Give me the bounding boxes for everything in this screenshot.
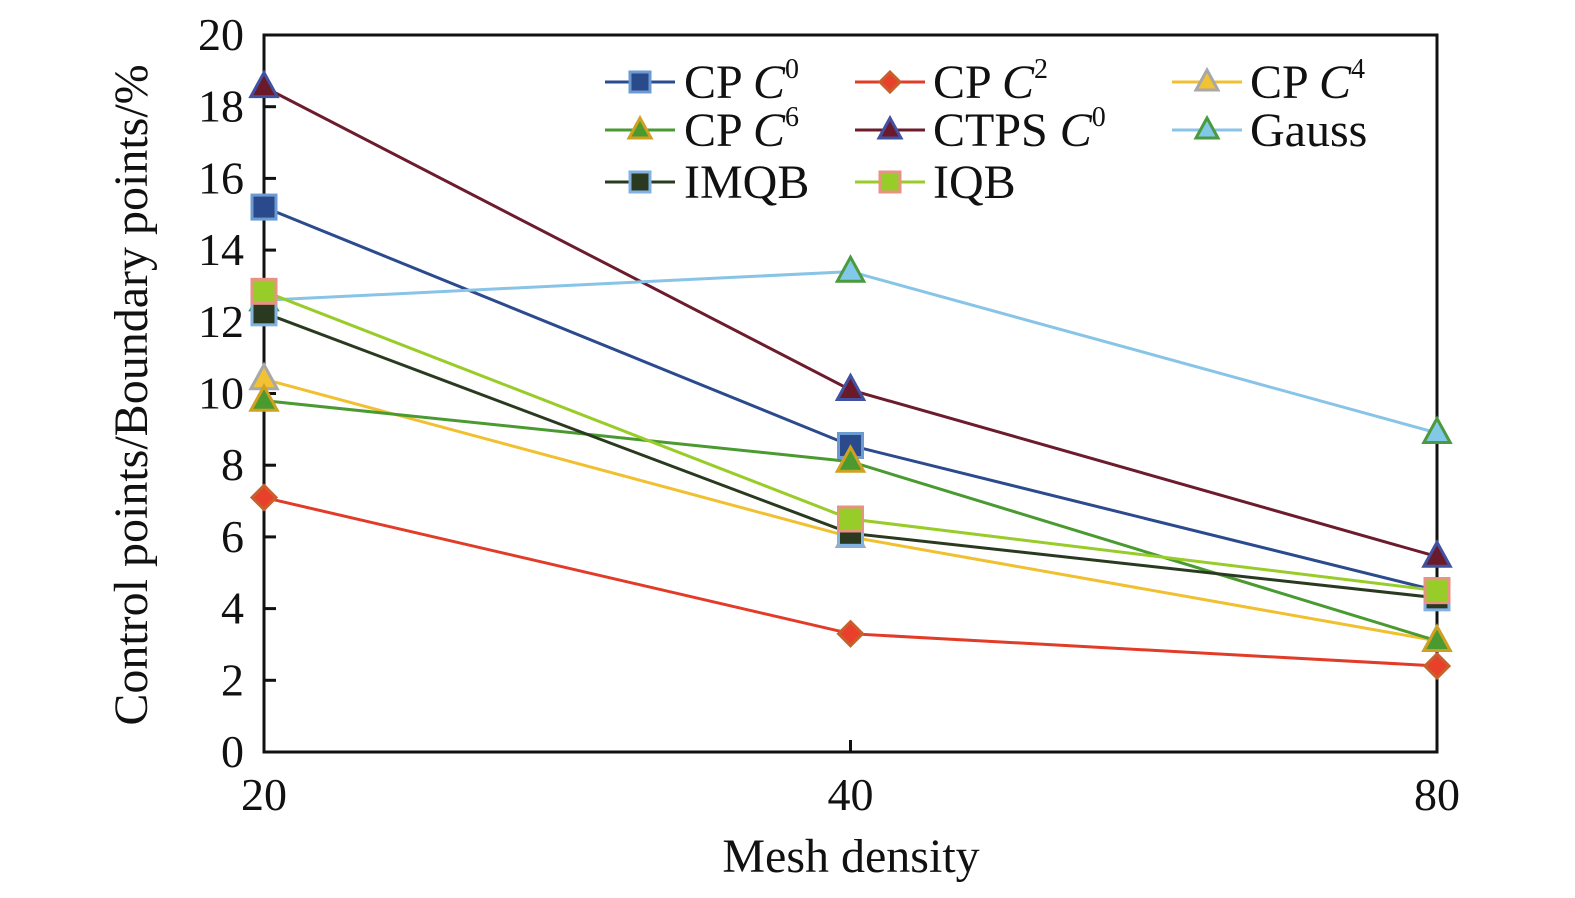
- data-point-square: [250, 277, 278, 305]
- y-tick-label: 20: [198, 9, 244, 60]
- data-point-triangle: [834, 254, 867, 283]
- legend-item: CP C4: [1172, 54, 1365, 109]
- data-point-square: [878, 170, 902, 194]
- legend-label: CTPS C0: [933, 102, 1106, 157]
- y-tick-label: 2: [221, 654, 244, 705]
- legend-item: CP C6: [605, 102, 799, 157]
- data-point-square: [837, 505, 864, 533]
- legend-item: CP C2: [855, 54, 1048, 109]
- data-point-square: [1423, 577, 1451, 605]
- markers-ctps-c0: [248, 69, 1453, 568]
- data-point-diamond: [1422, 651, 1452, 681]
- x-tick-label: 40: [828, 769, 874, 820]
- axes: 0 2 4 6 8 10 12 14 16 18 20 20 40 80: [198, 9, 1460, 820]
- data-point-square: [250, 193, 278, 221]
- legend-item: CTPS C0: [855, 102, 1106, 157]
- data-point-triangle: [834, 372, 867, 402]
- legend-item: Gauss: [1172, 104, 1367, 157]
- data-point-triangle: [1421, 623, 1453, 652]
- data-point-diamond: [877, 69, 903, 95]
- y-tick-label: 6: [221, 511, 244, 562]
- series-group: [248, 69, 1453, 681]
- data-point-triangle: [1421, 415, 1453, 445]
- data-point-square: [628, 70, 652, 94]
- data-point-triangle: [1193, 114, 1221, 140]
- data-point-triangle: [248, 69, 280, 99]
- data-point-square: [628, 170, 652, 194]
- y-tick-label: 0: [221, 726, 244, 777]
- legend-label: IQB: [933, 156, 1016, 209]
- data-point-triangle: [626, 114, 654, 140]
- legend-item: IMQB: [605, 156, 809, 209]
- series-line: [263, 85, 1438, 559]
- x-tick-label: 80: [1414, 769, 1460, 820]
- legend-item: IQB: [855, 156, 1016, 209]
- y-axis-label: Control points/Boundary points/%: [105, 64, 158, 725]
- series-gauss: [263, 270, 1438, 435]
- series-ctps-c0: [263, 85, 1438, 559]
- y-tick-label: 16: [198, 152, 244, 203]
- y-tick-label: 4: [221, 583, 244, 634]
- data-point-diamond: [249, 483, 279, 512]
- markers-iqb: [250, 277, 1451, 605]
- y-tick-label: 14: [198, 224, 244, 275]
- data-point-triangle: [1193, 66, 1221, 92]
- markers-gauss: [248, 254, 1453, 445]
- legend-label: Gauss: [1250, 104, 1367, 157]
- data-point-triangle: [248, 383, 280, 412]
- legend-label: IMQB: [684, 156, 809, 209]
- legend: CP C0 CP C2 CP C4 CP C6 CTPS C0 Gauss IMQB IQB: [605, 54, 1367, 209]
- data-point-triangle: [834, 444, 867, 473]
- series-line: [263, 270, 1438, 435]
- data-point-triangle: [1421, 539, 1453, 568]
- y-tick-label: 12: [198, 296, 244, 347]
- y-tick-label: 8: [221, 439, 244, 490]
- y-tick-label: 10: [198, 368, 244, 419]
- legend-label: CP C6: [684, 102, 799, 157]
- x-axis-label: Mesh density: [722, 830, 979, 883]
- x-tick-label: 20: [241, 769, 287, 820]
- legend-label: CP C4: [1250, 54, 1365, 109]
- legend-label: CP C2: [933, 54, 1048, 109]
- markers-cp-c2: [249, 483, 1452, 681]
- data-point-diamond: [836, 619, 865, 648]
- legend-label: CP C0: [684, 54, 799, 109]
- y-tick-label: 18: [198, 81, 244, 132]
- data-point-triangle: [876, 114, 904, 140]
- markers-cp-c6: [248, 383, 1453, 652]
- legend-item: CP C0: [605, 54, 799, 109]
